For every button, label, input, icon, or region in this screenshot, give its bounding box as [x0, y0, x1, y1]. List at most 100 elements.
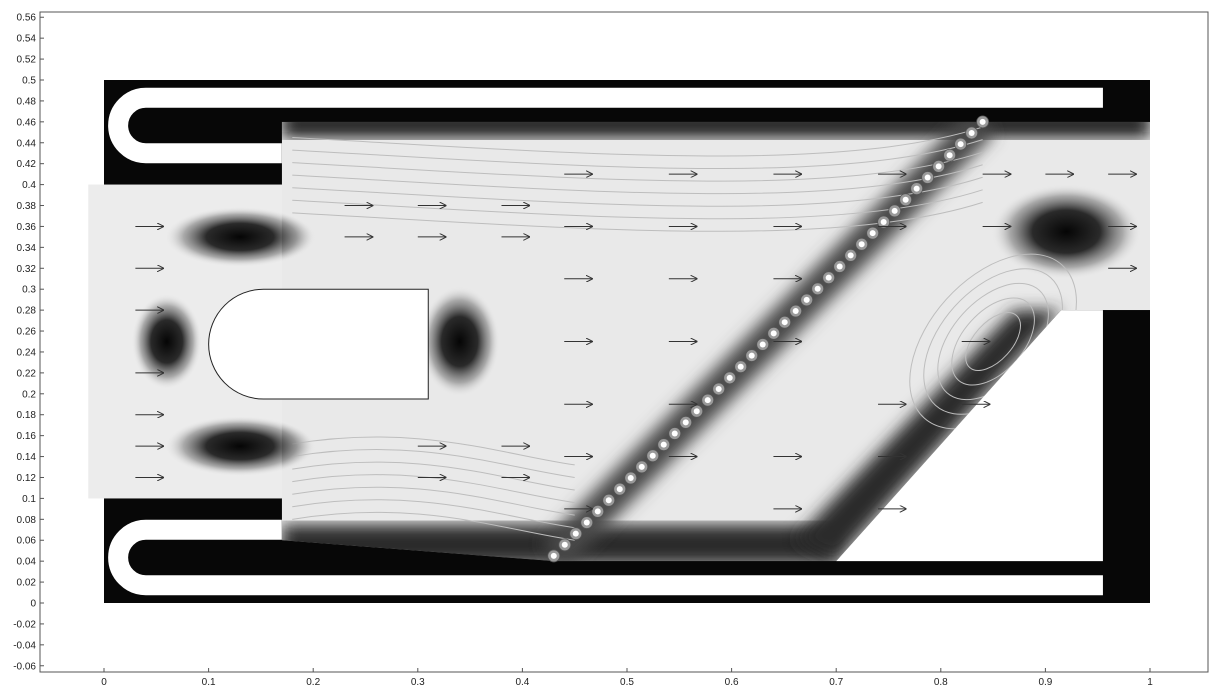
bead-core	[583, 519, 590, 526]
vortex-core	[164, 416, 315, 477]
x-tick-label: 0.7	[829, 677, 843, 687]
bead-core	[638, 463, 645, 470]
y-tick-label: 0.32	[17, 264, 37, 275]
y-tick-label: 0.56	[17, 13, 37, 24]
y-tick-label: 0.14	[17, 452, 37, 463]
y-tick-label: 0.18	[17, 410, 37, 421]
x-tick-label: 0	[101, 677, 107, 687]
contour-ring	[965, 312, 1021, 371]
bead-core	[693, 408, 700, 415]
lower-right-wedge	[836, 310, 1103, 562]
bead-core	[814, 285, 821, 292]
bead-core	[891, 207, 898, 214]
bead-core	[781, 319, 788, 326]
vortex-core	[991, 184, 1142, 280]
vortex-core	[131, 294, 202, 389]
bead-core	[979, 118, 986, 125]
bead-core	[726, 374, 733, 381]
y-tick-label: 0.02	[17, 578, 37, 589]
vortex-core	[164, 206, 315, 267]
x-tick-label: 0.3	[411, 677, 425, 687]
x-tick-label: 0.1	[202, 677, 216, 687]
contour-line	[292, 474, 575, 504]
top-return-channel	[108, 87, 1103, 164]
bead-core	[572, 530, 579, 537]
y-tick-label: 0.4	[22, 180, 36, 191]
contour-line	[292, 139, 983, 170]
bead-core	[627, 475, 634, 482]
contour-line	[292, 201, 983, 232]
bead-core	[737, 363, 744, 370]
y-tick-label: 0.04	[17, 557, 37, 568]
bead-core	[935, 163, 942, 170]
contour-line	[292, 499, 575, 529]
y-tick-label: 0.42	[17, 159, 37, 170]
bead-core	[902, 196, 909, 203]
x-tick-label: 0.4	[515, 677, 529, 687]
contour-line	[292, 189, 983, 220]
x-tick-label: 0.5	[620, 677, 634, 687]
wedge-boundary-layer	[794, 310, 1062, 562]
bead-core	[649, 452, 656, 459]
y-tick-label: -0.06	[13, 661, 36, 672]
bead-core	[759, 341, 766, 348]
y-tick-label: 0.2	[22, 389, 36, 400]
bead-core	[836, 263, 843, 270]
bead-core	[660, 441, 667, 448]
y-tick-label: 0.12	[17, 473, 37, 484]
y-tick-label: 0.16	[17, 431, 37, 442]
bottom-return-channel	[108, 519, 1103, 596]
bead-core	[704, 397, 711, 404]
x-tick-label: 1	[1147, 677, 1153, 687]
y-tick-label: -0.02	[13, 619, 36, 630]
y-tick-label: 0.24	[17, 347, 37, 358]
bead-core	[748, 352, 755, 359]
bead-core	[671, 430, 678, 437]
y-tick-label: 0.44	[17, 138, 37, 149]
contour-line	[292, 449, 575, 478]
contour-line	[292, 126, 983, 157]
vortex-core	[419, 286, 500, 397]
bead-core	[550, 552, 557, 559]
central-obstacle	[208, 288, 429, 400]
y-tick-label: 0.06	[17, 536, 37, 547]
y-tick-label: 0.34	[17, 243, 37, 254]
bead-core	[924, 174, 931, 181]
y-tick-label: 0.1	[22, 494, 36, 505]
y-tick-label: 0.08	[17, 515, 37, 526]
bead-core	[616, 486, 623, 493]
contour-line	[292, 436, 575, 466]
y-tick-label: 0.54	[17, 34, 37, 45]
y-tick-label: 0.3	[22, 285, 36, 296]
bead-core	[825, 274, 832, 281]
y-tick-label: 0.5	[22, 76, 36, 87]
x-tick-label: 0.6	[725, 677, 739, 687]
y-tick-label: 0.46	[17, 117, 37, 128]
bead-core	[869, 230, 876, 237]
y-tick-label: -0.04	[13, 640, 36, 651]
top-boundary-layer	[281, 121, 1150, 138]
y-tick-label: 0.26	[17, 327, 37, 338]
contour-line	[292, 486, 575, 516]
bead-core	[858, 241, 865, 248]
bead-core	[847, 252, 854, 259]
contour-line	[292, 511, 575, 541]
y-tick-label: 0.48	[17, 96, 37, 107]
contour-line	[292, 151, 983, 182]
y-tick-label: 0.22	[17, 368, 37, 379]
bead-core	[968, 129, 975, 136]
contour-line	[292, 461, 575, 491]
bead-core	[957, 141, 964, 148]
y-tick-label: 0.28	[17, 306, 37, 317]
bead-core	[913, 185, 920, 192]
bead-core	[880, 219, 887, 226]
y-tick-label: 0	[30, 599, 36, 610]
y-tick-label: 0.52	[17, 55, 37, 66]
chain-wake-band	[541, 121, 995, 562]
bead-core	[682, 419, 689, 426]
y-tick-label: 0.36	[17, 222, 37, 233]
inlet-vortices	[131, 206, 315, 477]
bead-core	[605, 497, 612, 504]
